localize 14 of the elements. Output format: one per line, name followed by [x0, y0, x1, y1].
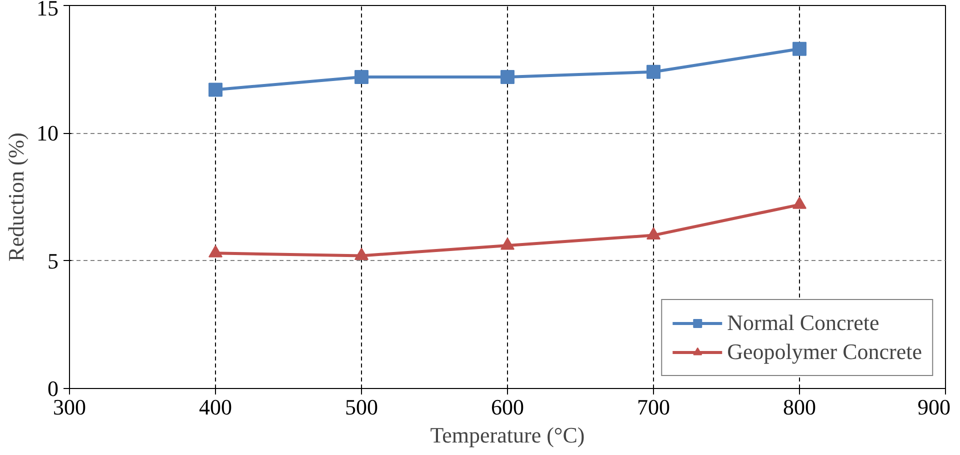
- x-axis-title: Temperature (°C): [430, 422, 585, 448]
- y-axis-title: Reduction (%): [4, 132, 28, 262]
- x-tick-label: 800: [783, 394, 816, 420]
- x-tick-label: 400: [199, 394, 232, 420]
- x-tick-label: 600: [491, 394, 524, 420]
- x-tick-label: 900: [918, 394, 950, 420]
- x-tick-label: 500: [345, 394, 378, 420]
- legend-label: Normal Concrete: [727, 310, 880, 336]
- legend-label: Geopolymer Concrete: [727, 339, 922, 365]
- y-tick-label: 10: [36, 120, 58, 146]
- y-tick-label: 0: [48, 376, 58, 401]
- x-tick-label: 700: [637, 394, 670, 420]
- y-tick-label: 15: [36, 0, 58, 20]
- y-tick-label: 5: [48, 248, 58, 274]
